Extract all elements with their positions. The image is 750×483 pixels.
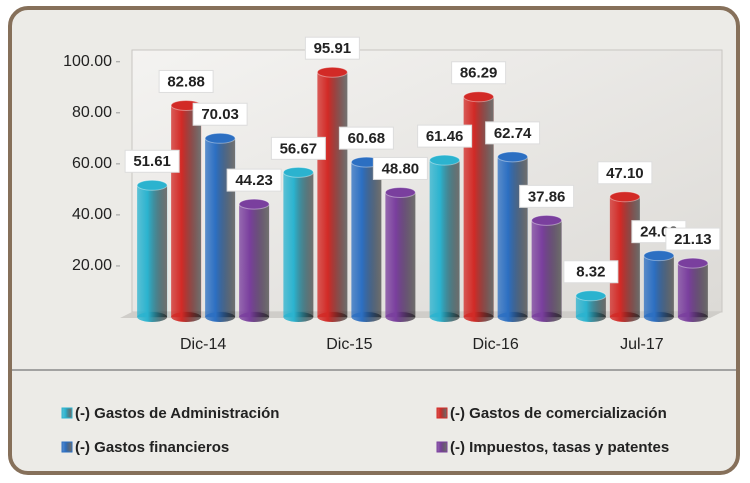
bar-top [643, 250, 675, 262]
bar-top [463, 91, 495, 103]
bar [575, 295, 606, 317]
bar [609, 196, 640, 317]
value-label: 86.29 [460, 65, 498, 82]
bar-base [351, 312, 382, 322]
bar-top [429, 154, 461, 166]
value-label: 56.67 [280, 140, 318, 157]
bar-base [497, 312, 528, 322]
value-label-box [372, 156, 428, 180]
value-label-box [304, 36, 360, 60]
bar-top [497, 151, 529, 163]
plot-floor [120, 312, 722, 318]
value-label: 60.68 [348, 130, 386, 147]
bar-top [316, 66, 348, 78]
bar-top [531, 214, 563, 226]
bar-base [575, 312, 606, 322]
y-tick-label: 100.00 [63, 53, 112, 70]
legend-label: (-) Gastos financieros [75, 439, 229, 456]
value-label: 37.86 [528, 188, 566, 205]
value-label-box [226, 168, 282, 192]
value-label: 62.74 [494, 125, 532, 142]
value-label: 21.13 [674, 231, 712, 248]
x-tick-label: Dic-15 [326, 336, 372, 353]
value-label-box [417, 124, 473, 148]
bar-base [171, 312, 202, 322]
bar [239, 204, 270, 317]
bar-base [385, 312, 416, 322]
bar-top [204, 132, 236, 144]
y-tick-label: 40.00 [72, 206, 112, 223]
value-label-box [519, 184, 575, 208]
bar-top [575, 290, 607, 302]
bar [171, 105, 202, 317]
value-label: 8.32 [576, 264, 605, 281]
value-label: 48.80 [382, 160, 420, 177]
bar [283, 172, 314, 317]
bar-base [205, 312, 236, 322]
value-label-box [338, 126, 394, 150]
bar-top [384, 186, 416, 198]
legend-marker [436, 407, 448, 419]
value-label-box [597, 161, 653, 185]
bar-base [643, 312, 674, 322]
bar [429, 160, 460, 317]
bar-base [283, 312, 314, 322]
bar-base [137, 312, 168, 322]
value-label: 82.88 [167, 73, 205, 90]
y-tick-label: 80.00 [72, 104, 112, 121]
value-label: 61.46 [426, 128, 464, 145]
value-label: 47.10 [606, 165, 644, 182]
legend-label: (-) Impuestos, tasas y patentes [450, 439, 669, 456]
bar [205, 138, 236, 317]
value-label: 70.03 [201, 106, 239, 123]
legend-marker [436, 441, 448, 453]
bar-base [677, 312, 708, 322]
value-label-box [563, 260, 619, 284]
bar [137, 185, 168, 317]
bar-base [531, 312, 562, 322]
bar [317, 72, 348, 317]
legend-label: (-) Gastos de comercialización [450, 405, 667, 422]
bar [497, 156, 528, 317]
value-label-box [485, 121, 541, 145]
bar [677, 263, 708, 317]
legend-label: (-) Gastos de Administración [75, 405, 279, 422]
value-label-box [451, 61, 507, 85]
bar-base [609, 312, 640, 322]
y-tick-label: 20.00 [72, 257, 112, 274]
bar-base [239, 312, 270, 322]
value-label: 95.91 [314, 40, 352, 57]
bar-top [136, 179, 168, 191]
bar-top [238, 198, 270, 210]
bar-base [463, 312, 494, 322]
value-label: 44.23 [235, 172, 273, 189]
bar [531, 220, 562, 317]
value-label-box [192, 102, 248, 126]
bar [351, 162, 382, 317]
bar-base [429, 312, 460, 322]
value-label-box [124, 149, 180, 173]
bar-top [282, 166, 314, 178]
y-tick-label: 60.00 [72, 155, 112, 172]
bar [643, 255, 674, 317]
bar-top [609, 191, 641, 203]
bar [385, 192, 416, 317]
x-tick-label: Dic-16 [473, 336, 519, 353]
value-label: 51.61 [133, 153, 171, 170]
bar-top [677, 257, 709, 269]
value-label-box [665, 227, 721, 251]
legend-marker [61, 441, 73, 453]
bar-base [317, 312, 348, 322]
value-label-box [270, 136, 326, 160]
legend-marker [61, 407, 73, 419]
value-label-box [158, 69, 214, 93]
x-tick-label: Dic-14 [180, 336, 226, 353]
x-tick-label: Jul-17 [620, 336, 664, 353]
